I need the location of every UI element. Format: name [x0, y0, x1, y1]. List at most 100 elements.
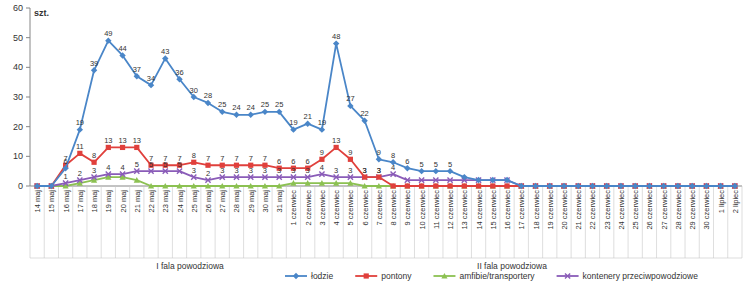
marker: [148, 169, 153, 174]
x-tick: [556, 186, 557, 258]
marker: [590, 183, 595, 188]
x-tick: [86, 186, 87, 258]
x-tick: [371, 186, 372, 258]
marker: [661, 183, 666, 188]
marker: [561, 183, 566, 188]
legend-label: pontony: [381, 271, 412, 281]
data-label: 7: [249, 154, 253, 163]
data-label: 3: [263, 166, 267, 175]
y-tick-label: 40: [13, 62, 23, 72]
data-label: 43: [161, 47, 169, 56]
marker: [91, 67, 97, 73]
x-tick: [215, 186, 216, 258]
x-tick: [143, 186, 144, 258]
data-label: 44: [118, 44, 126, 53]
marker: [604, 183, 609, 188]
data-label: 3: [363, 166, 367, 175]
marker: [91, 175, 96, 180]
x-tick-label: 15 maj: [47, 190, 56, 213]
marker: [575, 183, 581, 189]
marker: [319, 157, 324, 162]
marker: [732, 183, 738, 189]
marker: [604, 183, 610, 189]
marker: [248, 183, 254, 189]
marker: [405, 183, 410, 188]
marker: [533, 183, 538, 188]
marker: [533, 183, 538, 188]
marker: [618, 183, 623, 188]
marker: [220, 175, 225, 180]
x-tick-label: 6 czerwiec: [361, 190, 370, 226]
x-tick: [485, 186, 486, 258]
series-line: [37, 171, 735, 186]
marker: [433, 177, 438, 182]
marker: [447, 168, 453, 174]
marker: [419, 183, 425, 189]
data-label: 3: [234, 166, 238, 175]
x-tick-label: 29 czerwiec: [688, 190, 697, 230]
y-tick-label: 50: [13, 33, 23, 43]
marker: [176, 183, 182, 189]
marker: [119, 52, 125, 58]
marker: [589, 183, 595, 189]
x-tick: [599, 186, 600, 258]
marker: [475, 177, 481, 183]
marker: [447, 177, 452, 182]
data-label: 24: [232, 103, 240, 112]
marker: [333, 40, 339, 46]
x-tick-label: 1 czerwiec: [289, 190, 298, 226]
x-tick: [329, 186, 330, 258]
marker: [34, 183, 40, 189]
marker: [646, 183, 652, 189]
data-label: 3: [249, 166, 253, 175]
x-tick-label: 2 czerwiec: [304, 190, 313, 226]
data-labels: 1234455553233333334333347118131313777877…: [64, 29, 453, 180]
marker: [248, 175, 253, 180]
x-tick-label: 27 czerwiec: [660, 190, 669, 230]
marker: [604, 183, 609, 188]
marker: [561, 183, 566, 188]
x-tick: [30, 186, 31, 258]
marker: [490, 183, 496, 189]
marker: [362, 183, 368, 189]
marker: [690, 183, 695, 188]
x-tick: [400, 186, 401, 258]
x-tick: [101, 186, 102, 258]
x-tick: [172, 186, 173, 258]
legend-label: łodzie: [311, 271, 333, 281]
data-label: 5: [434, 160, 438, 169]
x-tick: [314, 186, 315, 258]
data-label: 3: [220, 166, 224, 175]
data-label: 3: [334, 166, 338, 175]
x-tick-label: 31 maj: [275, 190, 284, 213]
x-tick-label: 30 maj: [261, 190, 270, 213]
marker: [148, 82, 154, 88]
x-tick-label: 21 czerwiec: [574, 190, 583, 230]
x-tick-label: 10 czerwiec: [418, 190, 427, 230]
marker: [518, 183, 524, 189]
data-label: 19: [289, 118, 297, 127]
marker: [35, 183, 40, 188]
x-tick-label: 7 czerwiec: [375, 190, 384, 226]
x-tick: [699, 186, 700, 258]
marker: [391, 183, 396, 188]
marker: [461, 174, 467, 180]
data-label: 36: [175, 68, 183, 77]
x-tick: [357, 186, 358, 258]
marker: [334, 175, 339, 180]
x-tick-label: 22 maj: [147, 190, 156, 213]
marker: [319, 126, 325, 132]
x-tick-label: 26 maj: [204, 190, 213, 213]
data-label: 19: [76, 118, 84, 127]
marker: [347, 180, 353, 186]
marker: [689, 183, 695, 189]
data-label: 6: [291, 157, 295, 166]
data-label: 7: [234, 154, 238, 163]
x-tick-label: 30 czerwiec: [702, 190, 711, 230]
data-label: 4: [391, 163, 395, 172]
data-label: 7: [263, 154, 267, 163]
data-label: 6: [277, 157, 281, 166]
marker: [576, 183, 581, 188]
data-label: 11: [76, 142, 84, 151]
x-tick-label: 16 czerwiec: [503, 190, 512, 230]
